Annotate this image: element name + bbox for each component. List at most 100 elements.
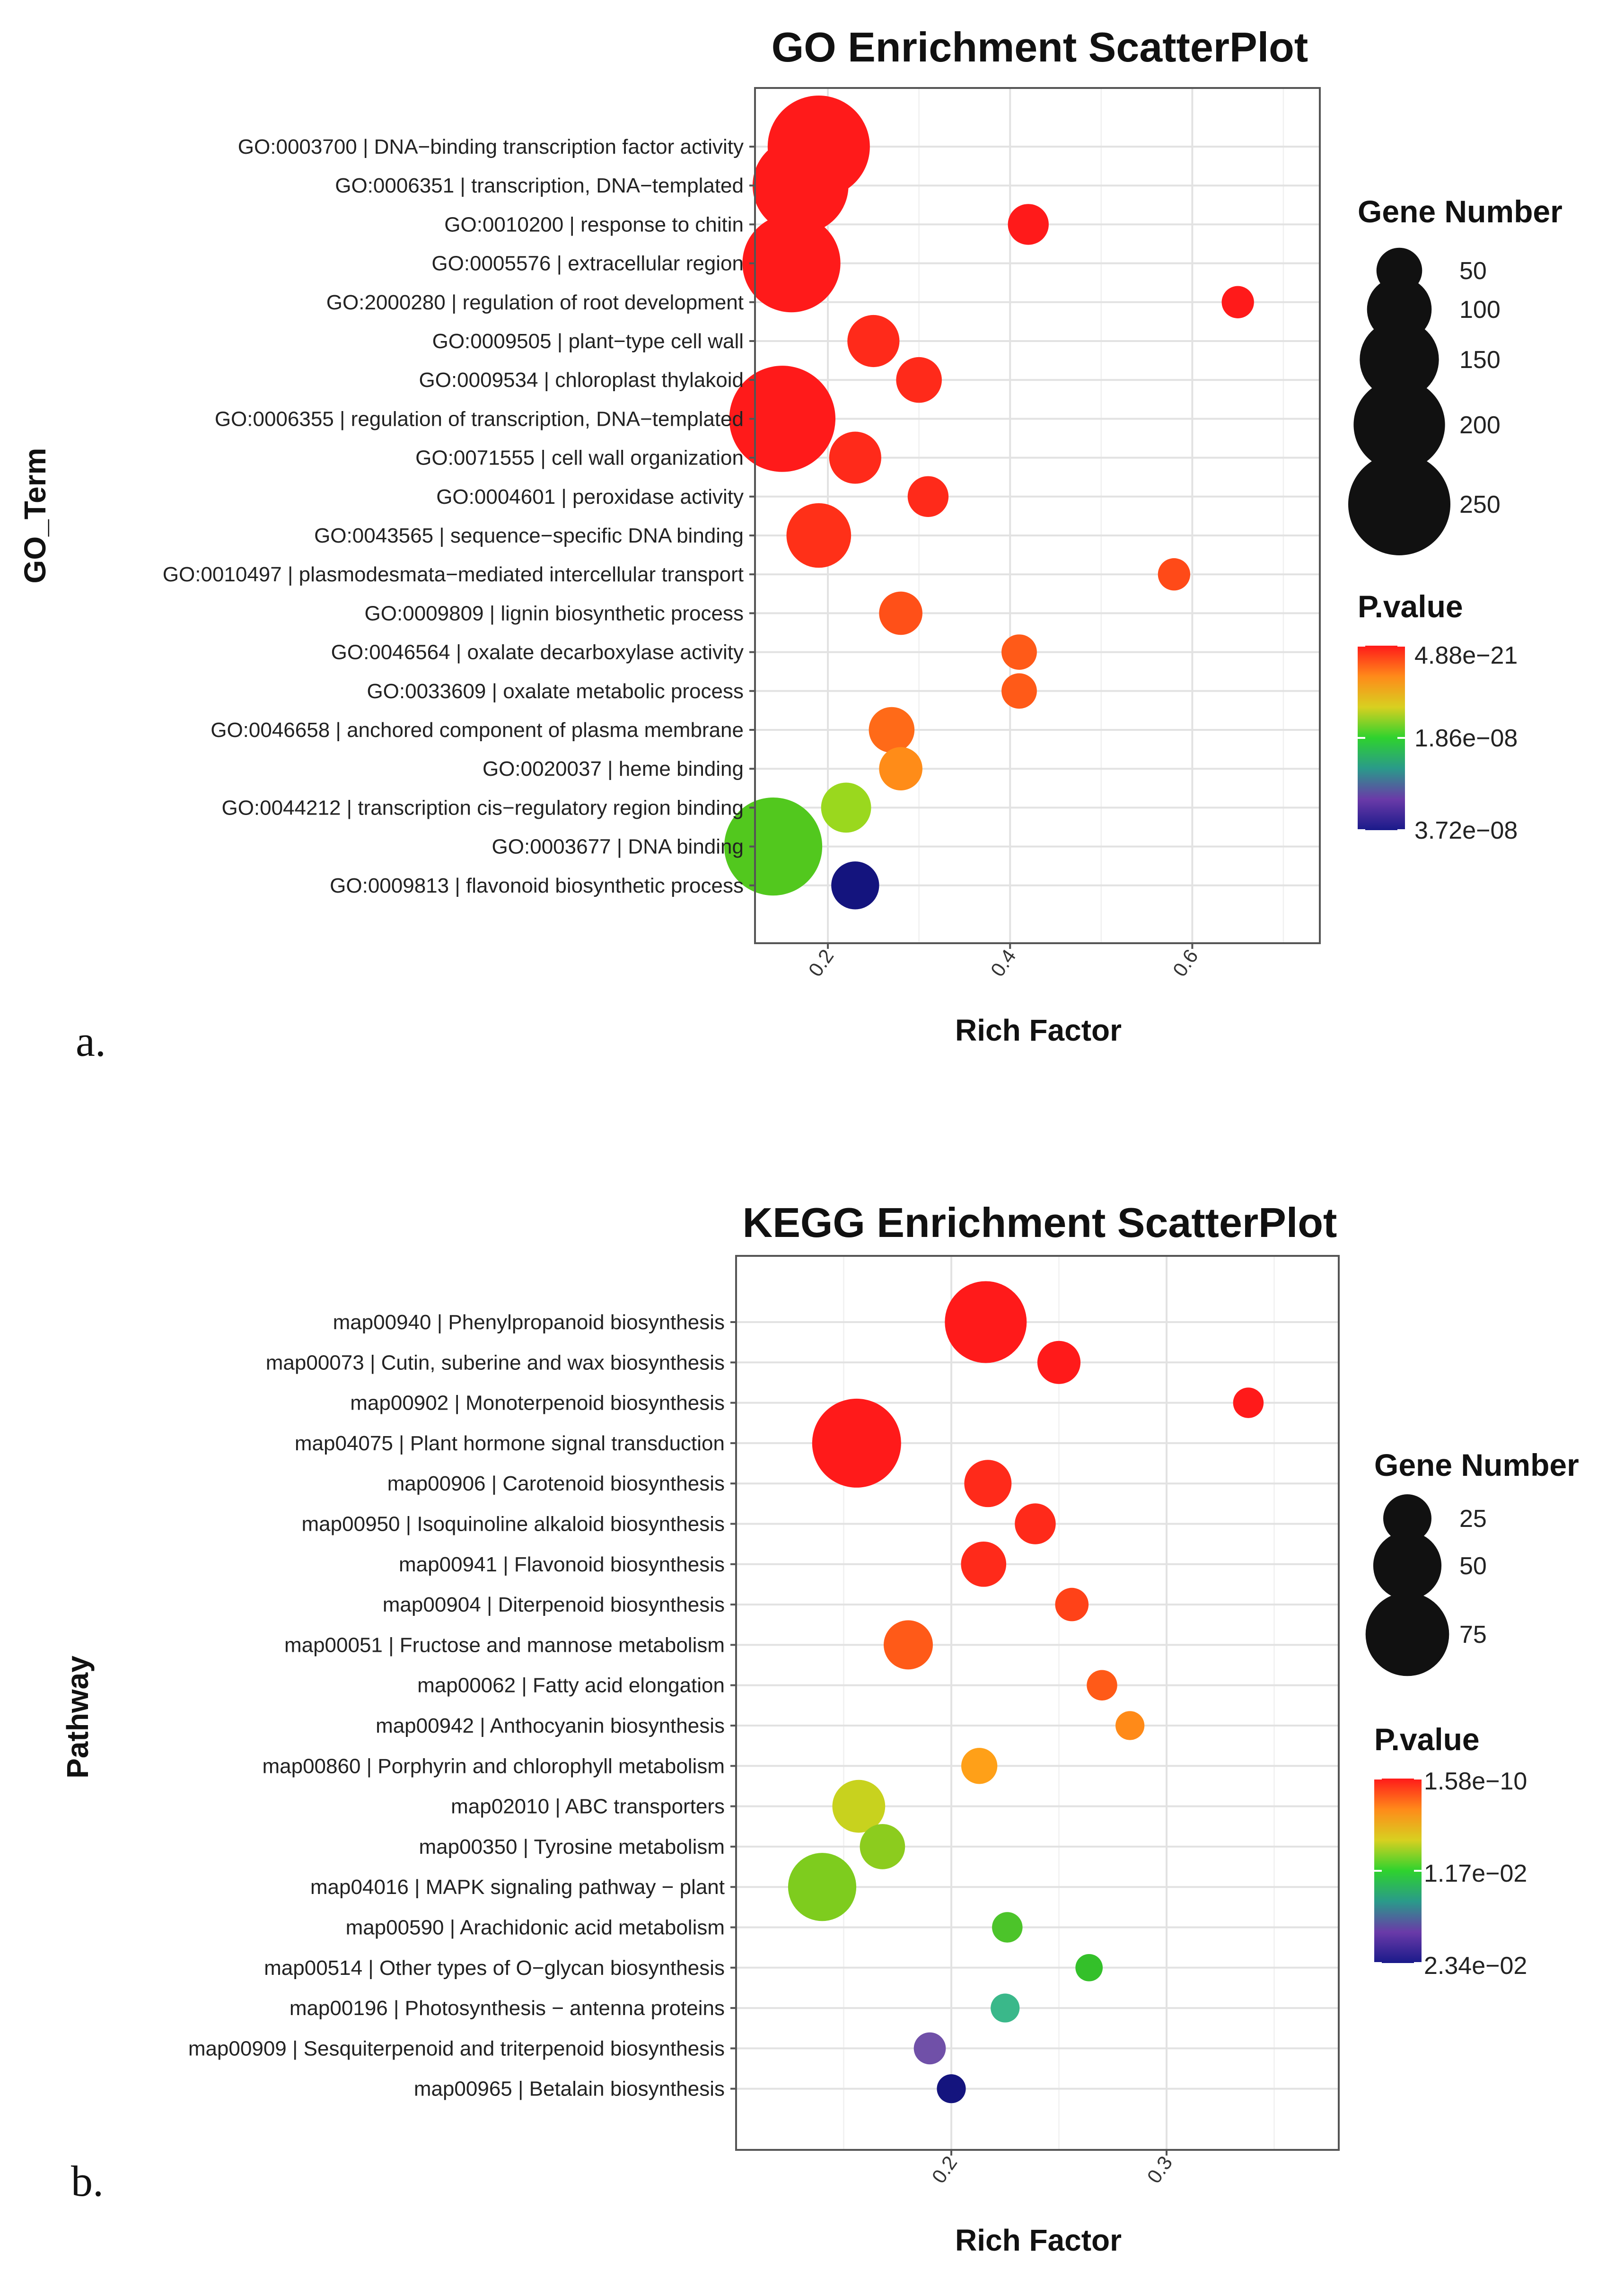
color-legend-label: 1.58e−10 [1424, 1768, 1527, 1795]
data-point [1001, 673, 1037, 709]
y-tick-label: map00590 | Arachidonic acid metabolism [346, 1916, 725, 1939]
x-tick-label: 0.4 [986, 945, 1020, 981]
y-tick-label: GO:0009534 | chloroplast thylakoid [419, 368, 744, 392]
y-tick-label: GO:0003700 | DNA−binding transcription f… [238, 135, 744, 158]
size-legend-marker [1373, 1531, 1442, 1600]
x-axis-label: Rich Factor [955, 1013, 1122, 1047]
chart-title: KEGG Enrichment ScatterPlot [743, 1199, 1337, 1246]
y-tick-label: GO:0044212 | transcription cis−regulator… [221, 796, 744, 819]
color-legend: P.value 4.88e−21 1.86e−08 3.72e−08 [1358, 589, 1518, 844]
data-point [961, 1541, 1007, 1587]
y-tick-label: map00860 | Porphyrin and chlorophyll met… [262, 1754, 725, 1778]
size-legend-marker [1383, 1494, 1431, 1543]
chart-title: GO Enrichment ScatterPlot [772, 24, 1308, 70]
y-tick-label: GO:0010200 | response to chitin [444, 213, 744, 236]
color-legend-title: P.value [1374, 1722, 1480, 1757]
plot-frame [754, 87, 1321, 944]
data-point [1087, 1670, 1117, 1701]
color-bar [1358, 646, 1405, 830]
size-legend-marker [1360, 320, 1439, 399]
color-legend-label: 1.17e−02 [1424, 1860, 1527, 1887]
y-tick-label: map04075 | Plant hormone signal transduc… [295, 1432, 725, 1455]
data-point [752, 137, 849, 234]
y-tick-label: map02010 | ABC transporters [451, 1795, 725, 1818]
size-legend-marker [1365, 1592, 1449, 1676]
data-point [1001, 634, 1037, 670]
data-point [879, 747, 922, 791]
y-tick-label: GO:0005576 | extracellular region [431, 252, 744, 275]
plot-grid [736, 1256, 1339, 2150]
y-tick-label: map00196 | Photosynthesis − antenna prot… [290, 1997, 725, 2020]
y-tick-label: map00909 | Sesquiterpenoid and triterpen… [188, 2037, 725, 2060]
data-point [884, 1620, 933, 1670]
y-tick-label: GO:0046658 | anchored component of plasm… [211, 719, 744, 742]
y-tick-label: GO:0006351 | transcription, DNA−template… [335, 174, 744, 197]
y-tick-label: map00062 | Fatty acid elongation [417, 1674, 725, 1697]
data-point [724, 798, 823, 896]
y-tick-label: GO:0071555 | cell wall organization [415, 447, 744, 470]
data-point [961, 1748, 998, 1784]
size-legend-label: 100 [1459, 296, 1501, 324]
size-legend-marker [1348, 453, 1450, 555]
data-point [1055, 1587, 1089, 1622]
size-legend-label: 50 [1459, 1552, 1487, 1580]
data-point [729, 366, 836, 472]
y-axis-label: GO_Term [18, 448, 52, 584]
y-tick-label: GO:0046564 | oxalate decarboxylase activ… [331, 641, 744, 664]
size-legend-marker [1353, 379, 1445, 471]
y-tick-label: map00350 | Tyrosine metabolism [419, 1835, 725, 1858]
x-tick-label: 0.6 [1168, 945, 1203, 981]
size-legend-label: 75 [1459, 1621, 1487, 1648]
y-tick-label: map04016 | MAPK signaling pathway − plan… [310, 1876, 725, 1899]
y-tick-label: GO:0009813 | flavonoid biosynthetic proc… [330, 874, 744, 897]
y-tick-labels: GO:0003700 | DNA−binding transcription f… [163, 135, 755, 897]
data-point [1115, 1711, 1145, 1740]
data-point [860, 1824, 905, 1869]
data-points [788, 1281, 1264, 2104]
data-point [907, 476, 949, 517]
color-legend-label: 2.34e−02 [1424, 1952, 1527, 1980]
y-tick-label: map00904 | Diterpenoid biosynthesis [383, 1593, 725, 1616]
y-tick-label: map00942 | Anthocyanin biosynthesis [376, 1714, 725, 1737]
size-legend-title: Gene Number [1374, 1447, 1579, 1482]
y-axis-label: Pathway [61, 1656, 95, 1779]
color-legend-label: 3.72e−08 [1414, 817, 1518, 844]
x-tick-label: 0.3 [1142, 2152, 1176, 2187]
data-point [992, 1912, 1023, 1943]
color-legend-title: P.value [1358, 589, 1463, 624]
y-tick-label: map00941 | Flavonoid biosynthesis [399, 1553, 725, 1576]
x-tick-label: 0.2 [927, 2152, 961, 2187]
data-point [1037, 1341, 1081, 1384]
data-point [1008, 204, 1049, 245]
plot-frame [735, 1255, 1340, 2151]
y-tick-label: GO:0006355 | regulation of transcription… [215, 407, 744, 430]
color-legend-label: 1.86e−08 [1414, 725, 1518, 752]
size-legend-title: Gene Number [1358, 194, 1563, 229]
x-ticks: 0.2 0.4 0.6 [804, 943, 1203, 981]
y-tick-label: GO:0033609 | oxalate metabolic process [367, 680, 744, 703]
y-tick-label: GO:0009809 | lignin biosynthetic process [365, 602, 744, 625]
size-legend-label: 250 [1459, 491, 1501, 518]
data-point [821, 782, 871, 833]
data-point [964, 1460, 1012, 1508]
y-tick-label: map00514 | Other types of O−glycan biosy… [264, 1956, 725, 1980]
data-point [1158, 558, 1191, 591]
data-point [788, 1853, 857, 1921]
data-point [913, 2032, 946, 2065]
data-point [896, 357, 942, 403]
data-point [869, 707, 915, 753]
y-tick-label: map00906 | Carotenoid biosynthesis [387, 1472, 725, 1495]
color-legend-label: 4.88e−21 [1414, 642, 1518, 669]
size-legend-label: 200 [1459, 412, 1501, 439]
x-tick-label: 0.2 [804, 945, 838, 981]
data-point [832, 1780, 886, 1833]
data-point [742, 214, 841, 313]
go-enrichment-panel: GO Enrichment ScatterPlot GO:0003700 | D… [18, 24, 1563, 1065]
data-points [724, 96, 1254, 910]
panel-label: a. [76, 1017, 106, 1065]
y-tick-label: GO:0004601 | peroxidase activity [436, 485, 744, 508]
y-tick-label: GO:2000280 | regulation of root developm… [326, 291, 744, 314]
data-point [879, 591, 922, 635]
y-tick-label: map00902 | Monoterpenoid biosynthesis [350, 1392, 725, 1415]
